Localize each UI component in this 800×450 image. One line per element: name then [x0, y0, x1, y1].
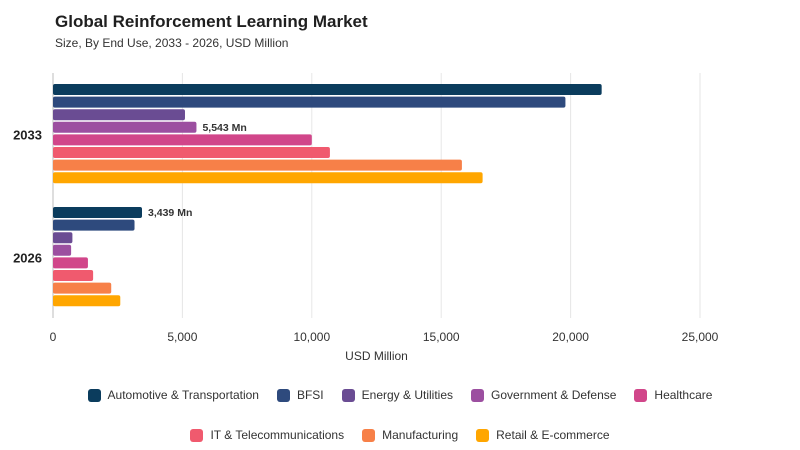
legend-swatch: [276, 388, 290, 402]
x-axis-title: USD Million: [345, 349, 408, 363]
bar-2026-3: [53, 244, 72, 256]
legend-item: Automotive & Transportation: [87, 385, 259, 405]
legend-item: BFSI: [276, 385, 324, 405]
legend-swatch: [362, 428, 376, 442]
category-label-2033: 2033: [13, 127, 42, 142]
x-tick-label: 0: [50, 330, 57, 344]
chart-title: Global Reinforcement Learning Market: [55, 12, 368, 31]
x-tick-label: 15,000: [423, 330, 460, 344]
bar-2033-3: [53, 121, 197, 133]
legend-swatch: [341, 388, 355, 402]
category-label-2026: 2026: [13, 250, 42, 265]
bar-2026-4: [53, 257, 88, 269]
x-tick-label: 20,000: [552, 330, 589, 344]
legend-label: Retail & E-commerce: [496, 428, 610, 442]
legend-swatch: [476, 428, 490, 442]
legend-item: Energy & Utilities: [341, 385, 454, 405]
data-label: 5,543 Mn: [202, 122, 246, 134]
bar-2033-1: [53, 96, 566, 108]
bar-chart: 0 5,000 10,000 15,000 20,000 25,000 USD Millio…: [13, 73, 719, 363]
chart-legend: Automotive & Transportation BFSI Energy & …: [20, 385, 780, 445]
x-tick-label: 10,000: [293, 330, 330, 344]
x-tick-label: 25,000: [682, 330, 719, 344]
legend-label: BFSI: [296, 388, 324, 402]
bar-2033-6: [53, 159, 462, 171]
bar-2033-2: [53, 109, 185, 121]
legend-item: Healthcare: [634, 385, 712, 405]
bar-2026-0: [53, 207, 143, 218]
bar-2033-5: [53, 147, 330, 158]
bar-2026-6: [53, 282, 112, 294]
legend-swatch: [87, 388, 101, 402]
legend-label: Healthcare: [654, 388, 713, 402]
bar-2026-5: [53, 270, 94, 281]
bar-2033-0: [53, 84, 602, 95]
legend-label: Manufacturing: [382, 428, 459, 442]
x-tick-label: 5,000: [167, 330, 197, 344]
bar-2026-2: [53, 232, 73, 244]
bar-2033-4: [53, 134, 312, 146]
bar-2026-1: [53, 219, 135, 231]
legend-item: Government & Defense: [471, 385, 616, 405]
legend-swatch: [471, 388, 485, 402]
legend-swatch: [634, 388, 648, 402]
legend-label: Government & Defense: [491, 388, 617, 402]
legend-label: Automotive & Transportation: [107, 388, 259, 402]
data-label: 3,439 Mn: [148, 207, 192, 219]
bar-2033-7: [53, 172, 483, 184]
bar-2026-7: [53, 295, 121, 307]
chart-subtitle: Size, By End Use, 2033 - 2026, USD Milli…: [55, 36, 289, 50]
legend-item: IT & Telecommunications: [190, 425, 344, 445]
legend-label: IT & Telecommunications: [210, 428, 345, 442]
legend-swatch: [190, 428, 204, 442]
legend-item: Manufacturing: [362, 425, 458, 445]
legend-label: Energy & Utilities: [361, 388, 454, 402]
legend-item: Retail & E-commerce: [476, 425, 610, 445]
